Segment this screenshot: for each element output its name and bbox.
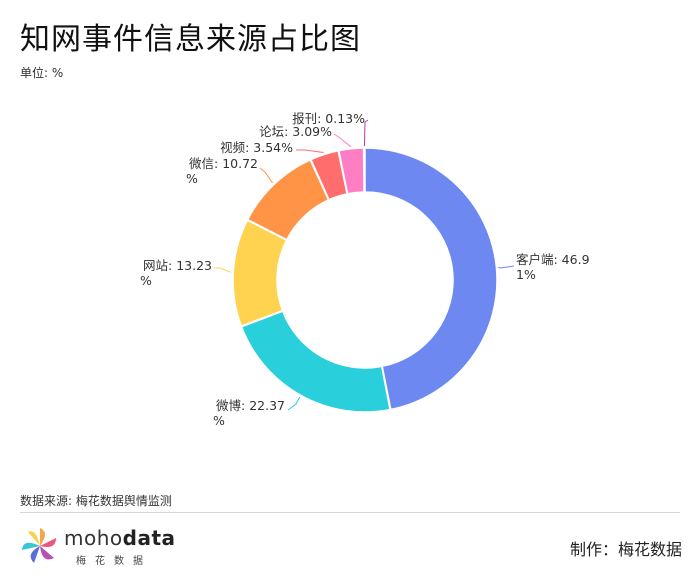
unit-label: 单位: % bbox=[20, 66, 64, 80]
leader-line-website bbox=[214, 267, 232, 273]
slice-wechat[interactable] bbox=[246, 158, 330, 241]
slice-weibo[interactable] bbox=[240, 310, 391, 413]
logo-wordmark: mohodata bbox=[64, 526, 176, 550]
label-wechat: 微信: 10.72% bbox=[186, 156, 258, 186]
leader-line-newspaper bbox=[363, 119, 369, 147]
slice-website[interactable] bbox=[232, 219, 288, 327]
footer-divider bbox=[20, 512, 680, 513]
label-website: 网站: 13.23% bbox=[140, 258, 212, 288]
pinwheel-logo-icon bbox=[22, 528, 56, 563]
chart-title: 知网事件信息来源占比图 bbox=[20, 22, 361, 57]
leader-line-forum bbox=[333, 133, 352, 148]
label-weibo: 微博: 22.37% bbox=[213, 398, 285, 428]
leader-line-wechat bbox=[259, 167, 273, 184]
label-client: 客户端: 46.9 1% bbox=[516, 252, 590, 282]
label-video: 视频: 3.54% bbox=[220, 140, 293, 155]
logo-subtitle: 梅花数据 bbox=[76, 556, 152, 567]
slice-client[interactable] bbox=[364, 147, 498, 411]
label-forum: 论坛: 3.09% bbox=[259, 124, 332, 139]
leader-line-weibo bbox=[287, 396, 301, 411]
donut-chart: 客户端: 46.9 1% 微博: 22.37 % 网站: 13.23 % 微信: 10.72… bbox=[140, 111, 590, 428]
leader-line-client bbox=[498, 265, 515, 269]
label-newspaper: 报刊: 0.13% bbox=[292, 111, 365, 126]
credit-text: 制作：梅花数据 bbox=[569, 540, 682, 559]
data-source: 数据来源: 梅花数据舆情监测 bbox=[20, 494, 172, 508]
leader-line-video bbox=[296, 149, 324, 154]
mohodata-logo: mohodata 梅花数据 bbox=[20, 524, 180, 568]
